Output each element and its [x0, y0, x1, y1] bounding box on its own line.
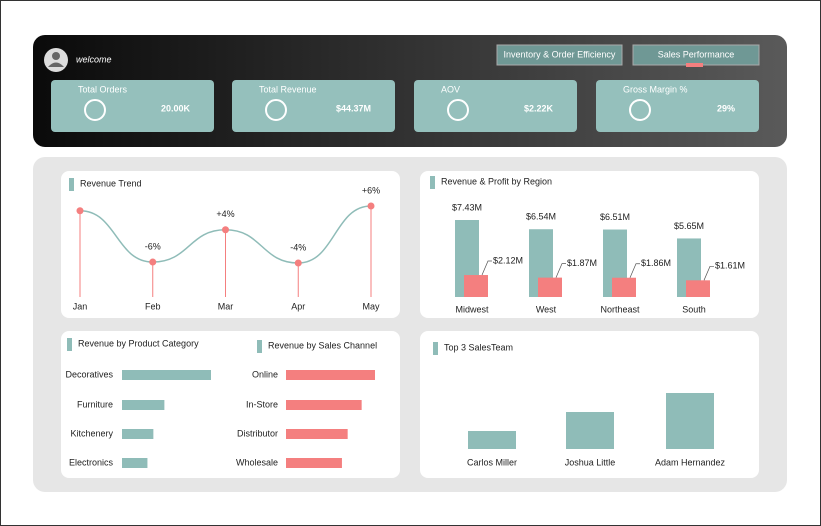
avatar-head [52, 52, 60, 60]
kpi-value: 29% [717, 103, 735, 113]
card [61, 171, 400, 318]
point [294, 259, 302, 267]
value-label: $5.65M [674, 221, 704, 231]
bar [286, 400, 362, 410]
value-label: $2.12M [493, 255, 523, 265]
tab-indicator [686, 63, 703, 67]
value-label: $6.54M [526, 212, 556, 222]
kpi-label: Gross Margin % [623, 84, 688, 94]
kpi-value: $2.22K [524, 103, 554, 113]
bar [122, 458, 148, 468]
bar [566, 412, 614, 449]
chart-title: Revenue & Profit by Region [441, 176, 552, 186]
change-label: +6% [362, 185, 380, 195]
y-tick-label: Furniture [77, 399, 113, 409]
kpi-icon [84, 99, 106, 121]
chart-title: Revenue by Sales Channel [268, 340, 377, 350]
kpi-value: $44.37M [336, 103, 371, 113]
title-marker [69, 178, 74, 191]
kpi-icon [447, 99, 469, 121]
x-tick-label: West [536, 304, 557, 314]
kpi-icon [629, 99, 651, 121]
x-tick-label: Carlos Miller [467, 457, 517, 467]
x-tick-label: Apr [291, 301, 305, 311]
kpi-value: 20.00K [161, 103, 191, 113]
kpi-icon [265, 99, 287, 121]
leader [481, 260, 492, 276]
bar [666, 393, 714, 449]
x-tick-label: Northeast [600, 304, 640, 314]
title-marker [257, 340, 262, 353]
title-marker [433, 342, 438, 355]
value-label: $1.61M [715, 261, 745, 271]
bar [122, 370, 211, 380]
value-label: $1.86M [641, 258, 671, 268]
tab-label[interactable]: Inventory & Order Efficiency [504, 49, 616, 59]
value-label: $7.43M [452, 202, 482, 212]
x-tick-label: Joshua Little [565, 457, 616, 467]
point [76, 207, 84, 215]
x-tick-label: South [682, 304, 706, 314]
kpi-label: Total Orders [78, 84, 128, 94]
card [420, 171, 759, 318]
leader [703, 265, 714, 281]
bar [122, 400, 165, 410]
title-marker [430, 176, 435, 189]
bar [612, 277, 636, 297]
chart-title: Revenue Trend [80, 178, 142, 188]
kpi-label: Total Revenue [259, 84, 317, 94]
change-label: -4% [290, 242, 306, 252]
change-label: +4% [216, 209, 234, 219]
y-tick-label: Kitchenery [70, 428, 113, 438]
y-tick-label: Distributor [237, 428, 278, 438]
x-tick-label: Feb [145, 301, 161, 311]
kpi-label: AOV [441, 84, 460, 94]
bar [286, 370, 375, 380]
tab-label[interactable]: Sales Performance [658, 49, 735, 59]
bar [686, 280, 710, 297]
point [149, 258, 157, 266]
tab[interactable] [496, 44, 623, 66]
y-tick-label: Decoratives [65, 369, 113, 379]
bar [286, 458, 342, 468]
x-tick-label: Midwest [455, 304, 489, 314]
bar [464, 275, 488, 297]
y-tick-label: In-Store [246, 399, 278, 409]
leader [555, 263, 566, 278]
y-tick-label: Electronics [69, 457, 114, 467]
bar [538, 277, 562, 297]
bar [122, 429, 154, 439]
value-label: $6.51M [600, 212, 630, 222]
point [367, 202, 375, 210]
change-label: -6% [145, 241, 161, 251]
point [222, 226, 229, 234]
bar [468, 431, 516, 449]
y-tick-label: Online [252, 369, 278, 379]
y-tick-label: Wholesale [236, 457, 278, 467]
greeting: welcome [76, 54, 112, 64]
x-tick-label: Mar [218, 301, 234, 311]
x-tick-label: May [362, 301, 380, 311]
card [61, 331, 400, 478]
x-tick-label: Jan [73, 301, 88, 311]
bar [286, 429, 348, 439]
chart-title: Top 3 SalesTeam [444, 342, 513, 352]
leader [629, 263, 640, 278]
value-label: $1.87M [567, 258, 597, 268]
chart-title: Revenue by Product Category [78, 338, 199, 348]
x-tick-label: Adam Hernandez [655, 457, 726, 467]
title-marker [67, 338, 72, 351]
avatar-body [48, 62, 64, 67]
